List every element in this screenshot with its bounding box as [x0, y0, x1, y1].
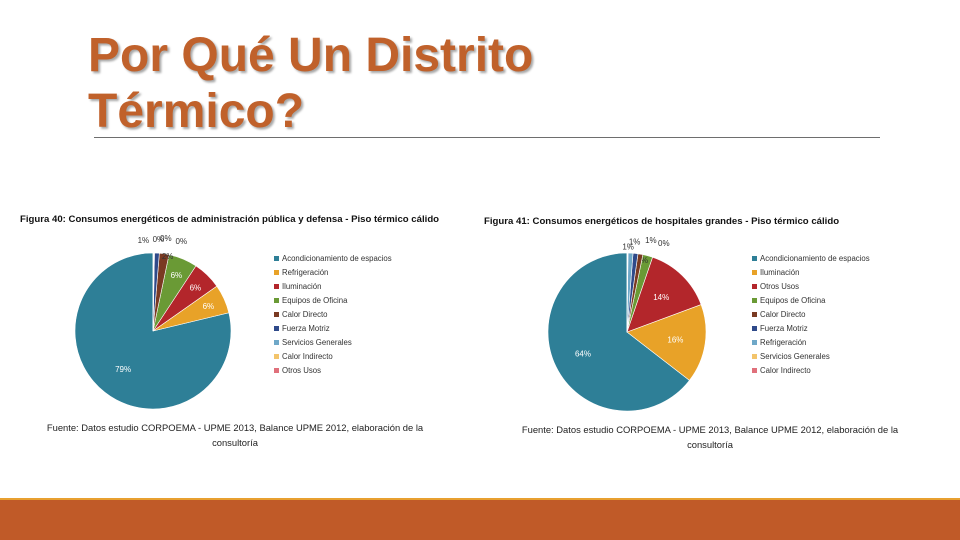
fig41-slice-label-6: 1%	[645, 236, 657, 245]
fig41-slice-1	[626, 304, 707, 381]
figure-41-source-line-1: Fuente: Datos estudio CORPOEMA - UPME 20…	[521, 424, 899, 435]
fig40-legend-item-2: Iluminación	[282, 282, 321, 291]
figure-40-source-line-2: consultoría	[212, 437, 258, 448]
fig40-legend-swatch-3	[274, 298, 279, 303]
fig40-legend-swatch-0	[274, 256, 279, 261]
fig41-legend-item-5: Fuerza Motriz	[760, 324, 808, 333]
fig41-slice-8	[626, 252, 628, 333]
title-line-1: Por Qué Un Distrito	[88, 29, 534, 82]
figure-41-source-line-2: consultoría	[687, 439, 733, 450]
fig40-legend-item-5: Fuerza Motriz	[282, 324, 330, 333]
figure-41-source: Fuente: Datos estudio CORPOEMA - UPME 20…	[500, 422, 920, 452]
fig41-legend-swatch-8	[752, 368, 757, 373]
fig41-legend-swatch-5	[752, 326, 757, 331]
fig41-legend-swatch-0	[752, 256, 757, 261]
fig41-legend-item-4: Calor Directo	[760, 310, 806, 319]
fig40-legend-item-7: Calor Indirecto	[282, 352, 333, 361]
figure-40-pie-chart: 79%6%6%6%2%1% 0%0% 0%Acondicionamiento de …	[74, 234, 392, 410]
fig41-legend-item-1: Iluminación	[760, 268, 799, 277]
fig41-slice-label-0: 64%	[575, 350, 591, 359]
fig41-slice-2	[626, 256, 702, 333]
fig40-legend-item-3: Equipos de Oficina	[282, 296, 348, 305]
figure-40-title: Figura 40: Consumos energéticos de admin…	[20, 214, 440, 225]
fig40-slice-label-6: 0%	[153, 235, 165, 244]
fig41-slice-label-5: 1%	[629, 238, 641, 247]
fig40-legend-swatch-8	[274, 368, 279, 373]
fig41-legend-item-8: Calor Indirecto	[760, 366, 811, 375]
fig41-legend-swatch-4	[752, 312, 757, 317]
fig41-slice-label-7: 0%	[658, 239, 670, 248]
fig40-slice-label-2: 6%	[190, 283, 202, 292]
fig41-legend-swatch-2	[752, 284, 757, 289]
fig40-slice-label-8: 0%	[176, 237, 188, 246]
fig40-legend-swatch-7	[274, 354, 279, 359]
fig41-legend-swatch-6	[752, 340, 757, 345]
fig40-slice-label-4: 2%	[162, 252, 174, 261]
slide-title: Por Qué Un Distrito Térmico?	[88, 28, 533, 140]
fig40-legend-item-4: Calor Directo	[282, 310, 328, 319]
fig40-slice-label-3: 6%	[171, 271, 183, 280]
fig40-slice-label-5: 1%	[138, 236, 150, 245]
fig41-legend-swatch-1	[752, 270, 757, 275]
fig41-slice-label-3: 2%	[637, 256, 649, 265]
fig41-legend-item-3: Equipos de Oficina	[760, 296, 826, 305]
fig41-legend-swatch-3	[752, 298, 757, 303]
fig40-legend-item-8: Otros Usos	[282, 366, 321, 375]
fig41-legend-item-2: Otros Usos	[760, 282, 799, 291]
figure-40-source-line-1: Fuente: Datos estudio CORPOEMA - UPME 20…	[46, 422, 424, 433]
fig40-legend-item-1: Refrigeración	[282, 268, 328, 277]
footer-bar	[0, 500, 960, 540]
fig40-legend-swatch-6	[274, 340, 279, 345]
fig41-slice-label-4: 1%	[622, 242, 634, 251]
figure-41-title: Figura 41: Consumos energéticos de hospi…	[484, 216, 840, 227]
title-divider	[94, 137, 880, 138]
fig41-slice-label-1: 16%	[667, 335, 683, 344]
fig40-legend-item-6: Servicios Generales	[282, 338, 352, 347]
figure-41-pie-chart: 64%16%14%2%1%1% 1% 0%Acondicionamiento de …	[547, 236, 870, 412]
fig40-legend-item-0: Acondicionamiento de espacios	[282, 254, 392, 263]
title-line-2: Térmico?	[88, 85, 305, 138]
fig40-legend-swatch-1	[274, 270, 279, 275]
fig41-slice-0	[547, 252, 690, 412]
fig41-legend-item-0: Acondicionamiento de espacios	[760, 254, 870, 263]
fig40-slice-label-1: 6%	[203, 302, 215, 311]
fig41-slice-label-2: 14%	[653, 293, 669, 302]
fig40-slice-label-0: 79%	[115, 365, 131, 374]
figure-40-source: Fuente: Datos estudio CORPOEMA - UPME 20…	[30, 420, 440, 450]
fig40-slice-label-7: 0%	[160, 234, 172, 243]
fig40-legend-swatch-5	[274, 326, 279, 331]
fig40-legend-swatch-2	[274, 284, 279, 289]
fig41-legend-item-6: Refrigeración	[760, 338, 806, 347]
fig41-legend-swatch-7	[752, 354, 757, 359]
fig41-legend-item-7: Servicios Generales	[760, 352, 830, 361]
fig40-legend-swatch-4	[274, 312, 279, 317]
